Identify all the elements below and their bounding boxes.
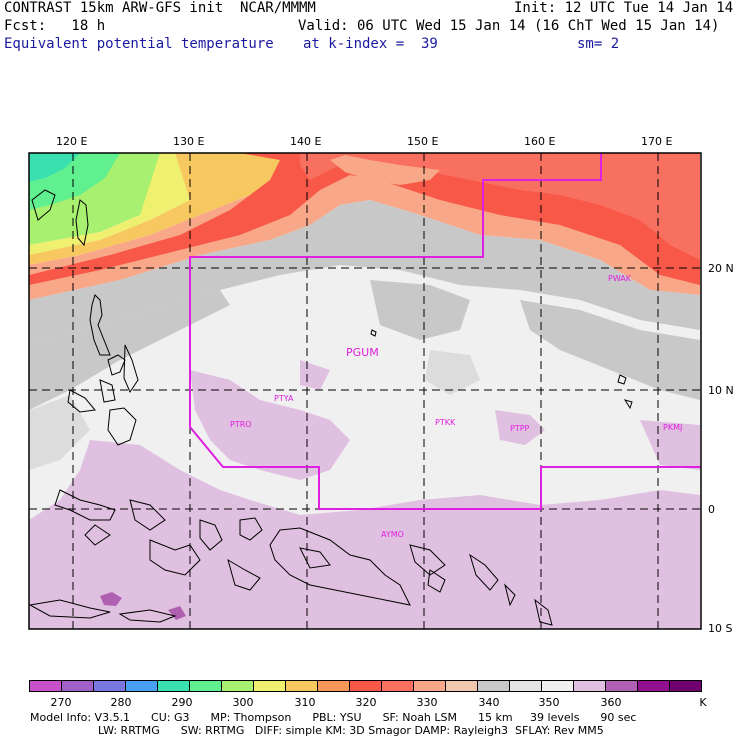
colorbar-swatch <box>669 680 702 692</box>
lon-label-140e: 140 E <box>290 135 322 148</box>
lat-label-10s: 10 S <box>708 622 733 635</box>
level-index: at k-index = 39 <box>303 36 438 52</box>
colorbar-label-280: 280 <box>110 696 132 709</box>
lat-label-10n: 10 N <box>708 384 734 397</box>
station-ptya: PTYA <box>274 394 294 403</box>
colorbar <box>29 680 702 694</box>
colorbar-swatch <box>157 680 190 692</box>
lon-label-120e: 120 E <box>56 135 88 148</box>
model-info-line1: Model Info: V3.5.1 CU: G3 MP: Thompson P… <box>30 711 637 724</box>
lat-label-0: 0 <box>708 503 715 516</box>
colorbar-label-320: 320 <box>355 696 377 709</box>
lat-label-20n: 20 N <box>708 262 734 275</box>
lon-label-160e: 160 E <box>524 135 556 148</box>
colorbar-swatch <box>509 680 542 692</box>
colorbar-swatch <box>573 680 606 692</box>
colorbar-swatch <box>445 680 478 692</box>
colorbar-label-360: 360 <box>600 696 622 709</box>
lon-label-130e: 130 E <box>173 135 205 148</box>
graticule <box>29 153 701 629</box>
smoothing: sm= 2 <box>577 36 620 52</box>
station-pgum: PGUM <box>346 346 379 359</box>
colorbar-label-330: 330 <box>416 696 438 709</box>
colorbar-swatch <box>93 680 126 692</box>
colorbar-swatch <box>349 680 382 692</box>
header-line2-left: Fcst: 18 h <box>4 18 106 34</box>
colorbar-swatch <box>605 680 638 692</box>
station-pkmj: PKMJ <box>663 423 682 432</box>
colorbar-swatch <box>637 680 670 692</box>
colorbar-swatch <box>189 680 222 692</box>
header-line2-right: Valid: 06 UTC Wed 15 Jan 14 (16 ChT Wed … <box>298 18 720 34</box>
colorbar-swatch <box>29 680 62 692</box>
station-ptro: PTRO <box>230 420 252 429</box>
colorbar-unit: K <box>699 696 707 709</box>
colorbar-label-350: 350 <box>538 696 560 709</box>
colorbar-label-300: 300 <box>232 696 254 709</box>
field-name: Equivalent potential temperature <box>4 36 274 52</box>
station-ptpp: PTPP <box>510 424 530 433</box>
lon-label-150e: 150 E <box>407 135 439 148</box>
colorbar-swatch <box>541 680 574 692</box>
colorbar-swatch <box>61 680 94 692</box>
colorbar-label-270: 270 <box>50 696 72 709</box>
map-frame <box>28 152 702 630</box>
colorbar-label-290: 290 <box>171 696 193 709</box>
colorbar-swatch <box>317 680 350 692</box>
station-pwak: PWAK <box>608 274 632 283</box>
station-aymo: AYMO <box>381 530 404 539</box>
colorbar-label-340: 340 <box>478 696 500 709</box>
colorbar-swatch <box>125 680 158 692</box>
colorbar-swatch <box>253 680 286 692</box>
colorbar-swatch <box>221 680 254 692</box>
colorbar-swatch <box>381 680 414 692</box>
colorbar-swatch <box>285 680 318 692</box>
coastlines <box>29 189 633 626</box>
theta-e-field <box>29 153 701 629</box>
station-ptkk: PTKK <box>435 418 456 427</box>
model-info-line2: LW: RRTMG SW: RRTMG DIFF: simple KM: 3D … <box>98 724 604 737</box>
colorbar-swatch <box>413 680 446 692</box>
region-boundary <box>189 153 701 510</box>
colorbar-swatch <box>477 680 510 692</box>
lon-label-170e: 170 E <box>641 135 673 148</box>
header-line1-left: CONTRAST 15km ARW-GFS init NCAR/MMMM <box>4 0 316 16</box>
header-line1-right: Init: 12 UTC Tue 14 Jan 14 <box>514 0 734 16</box>
colorbar-label-310: 310 <box>294 696 316 709</box>
